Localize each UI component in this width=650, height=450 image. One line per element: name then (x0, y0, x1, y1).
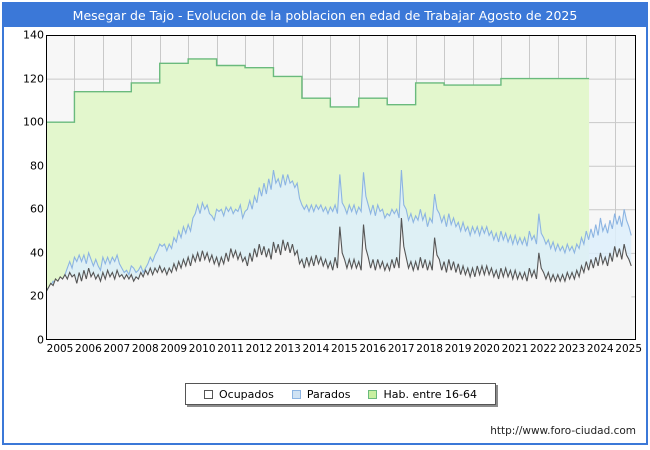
legend-swatch-icon (204, 389, 213, 399)
x-axis-tick-2011: 2011 (217, 343, 244, 355)
x-axis-tick-2008: 2008 (131, 343, 159, 355)
x-axis-tick-2010: 2010 (188, 343, 216, 355)
x-axis-tick-2005: 2005 (46, 343, 74, 355)
x-axis-tick-2017: 2017 (387, 343, 415, 355)
y-axis-tick-0: 0 (37, 333, 44, 347)
y-axis-labels: 0 20 40 60 80 100 120 140 (4, 29, 44, 347)
x-axis-tick-2015: 2015 (330, 343, 358, 355)
y-axis-tick-80: 80 (30, 159, 44, 173)
legend-label: Hab. entre 16-64 (383, 387, 478, 401)
plot-area (46, 35, 636, 340)
legend-label: Parados (306, 387, 351, 401)
y-axis-tick-140: 140 (23, 28, 44, 42)
x-axis-tick-2014: 2014 (302, 343, 330, 355)
x-axis-tick-2019: 2019 (444, 343, 472, 355)
y-axis-tick-20: 20 (30, 289, 44, 303)
legend-item-0[interactable]: Ocupados (204, 388, 274, 401)
x-axis-tick-2020: 2020 (473, 343, 500, 355)
y-axis-tick-100: 100 (23, 115, 44, 129)
y-axis-tick-120: 120 (23, 72, 44, 86)
legend-item-1[interactable]: Parados (291, 387, 351, 401)
x-axis-labels: 2005 2006 2007 2008 2009 2010 2011 2012 2013 2014… (46, 343, 642, 359)
chart-legend: Ocupados Parados Hab. entre 16-64 (185, 383, 497, 405)
window-frame: Mesegar de Tajo - Evolucion de la poblac… (2, 2, 648, 445)
legend-item-2[interactable]: Hab. entre 16-64 (368, 388, 477, 401)
x-axis-tick-2023: 2023 (558, 343, 586, 355)
page-title: Mesegar de Tajo - Evolucion de la poblac… (4, 4, 646, 27)
x-axis-tick-2009: 2009 (160, 343, 188, 355)
source-url: http://www.foro-ciudad.com (490, 425, 636, 437)
x-axis-tick-2018: 2018 (416, 343, 443, 355)
chart-canvas (46, 35, 636, 340)
x-axis-tick-2012: 2012 (245, 343, 273, 355)
x-axis-tick-2016: 2016 (359, 343, 387, 355)
y-axis-tick-60: 60 (30, 202, 44, 216)
x-axis-tick-2022: 2022 (529, 343, 557, 355)
legend-swatch-icon (291, 389, 301, 399)
x-axis-tick-2006: 2006 (75, 343, 102, 355)
legend-swatch-icon (368, 389, 378, 399)
x-axis-tick-2013: 2013 (274, 343, 301, 355)
series-ocupados (46, 217, 632, 340)
x-axis-tick-2021: 2021 (501, 343, 529, 355)
x-axis-tick-2007: 2007 (103, 343, 131, 355)
x-axis-tick-2024: 2024 (586, 343, 614, 355)
legend-label: Ocupados (219, 387, 274, 401)
x-axis-tick-2025: 2025 (615, 343, 643, 355)
plot-border (46, 35, 636, 340)
y-axis-tick-40: 40 (30, 246, 44, 260)
